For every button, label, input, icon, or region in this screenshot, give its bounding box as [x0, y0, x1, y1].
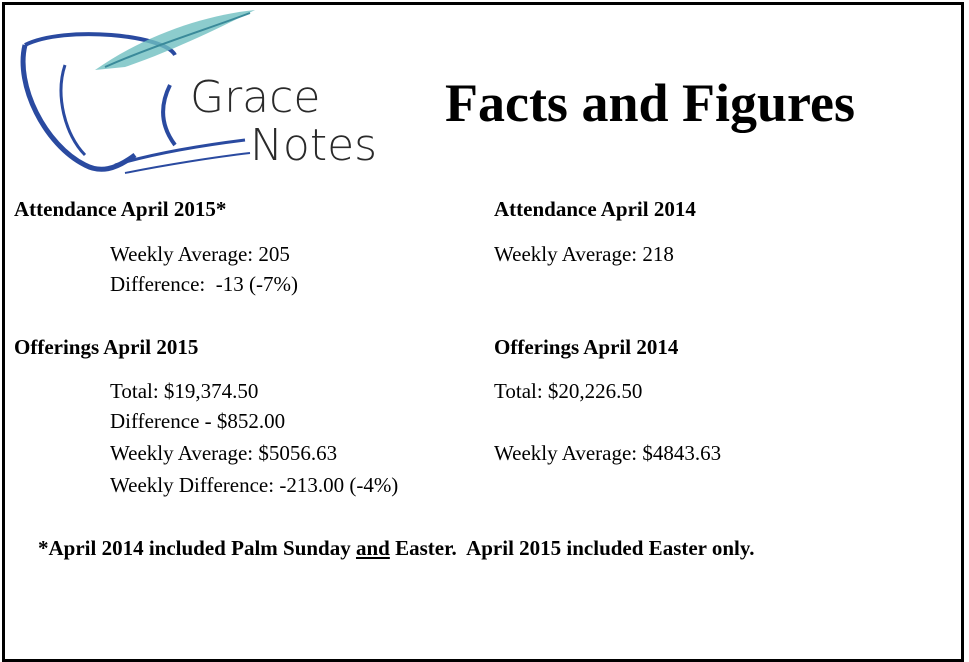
section-line: Weekly Average: $5056.63	[110, 441, 338, 465]
section-line: Difference - $852.00	[110, 409, 286, 433]
section-line: Weekly Average: 205	[110, 242, 290, 266]
title: Facts and Figures	[445, 73, 856, 133]
section-line: Total: $19,374.50	[110, 379, 259, 403]
section-heading: Offerings April 2015	[14, 335, 199, 359]
section-heading: Attendance April 2015*	[14, 197, 227, 221]
logo-art	[20, 10, 255, 174]
logo-text: Grace	[190, 72, 321, 123]
footnote-underlined: and	[355, 536, 390, 560]
section-line: Weekly Difference: -213.00 (-4%)	[110, 473, 399, 497]
section-line: Weekly Average: 218	[494, 242, 674, 266]
section-line: Total: $20,226.50	[494, 379, 643, 403]
section-line: Weekly Average: $4843.63	[494, 441, 722, 465]
logo-text: Notes	[250, 120, 378, 171]
section-line: Difference: -13 (-7%)	[110, 272, 298, 296]
footnote-text: Easter. April 2015 included Easter only.	[389, 536, 755, 560]
section-heading: Attendance April 2014	[494, 197, 696, 221]
footnote-text: *April 2014 included Palm Sunday	[38, 536, 356, 560]
section-heading: Offerings April 2014	[494, 335, 679, 359]
footnote: *April 2014 included Palm Sunday and Eas…	[38, 538, 754, 559]
